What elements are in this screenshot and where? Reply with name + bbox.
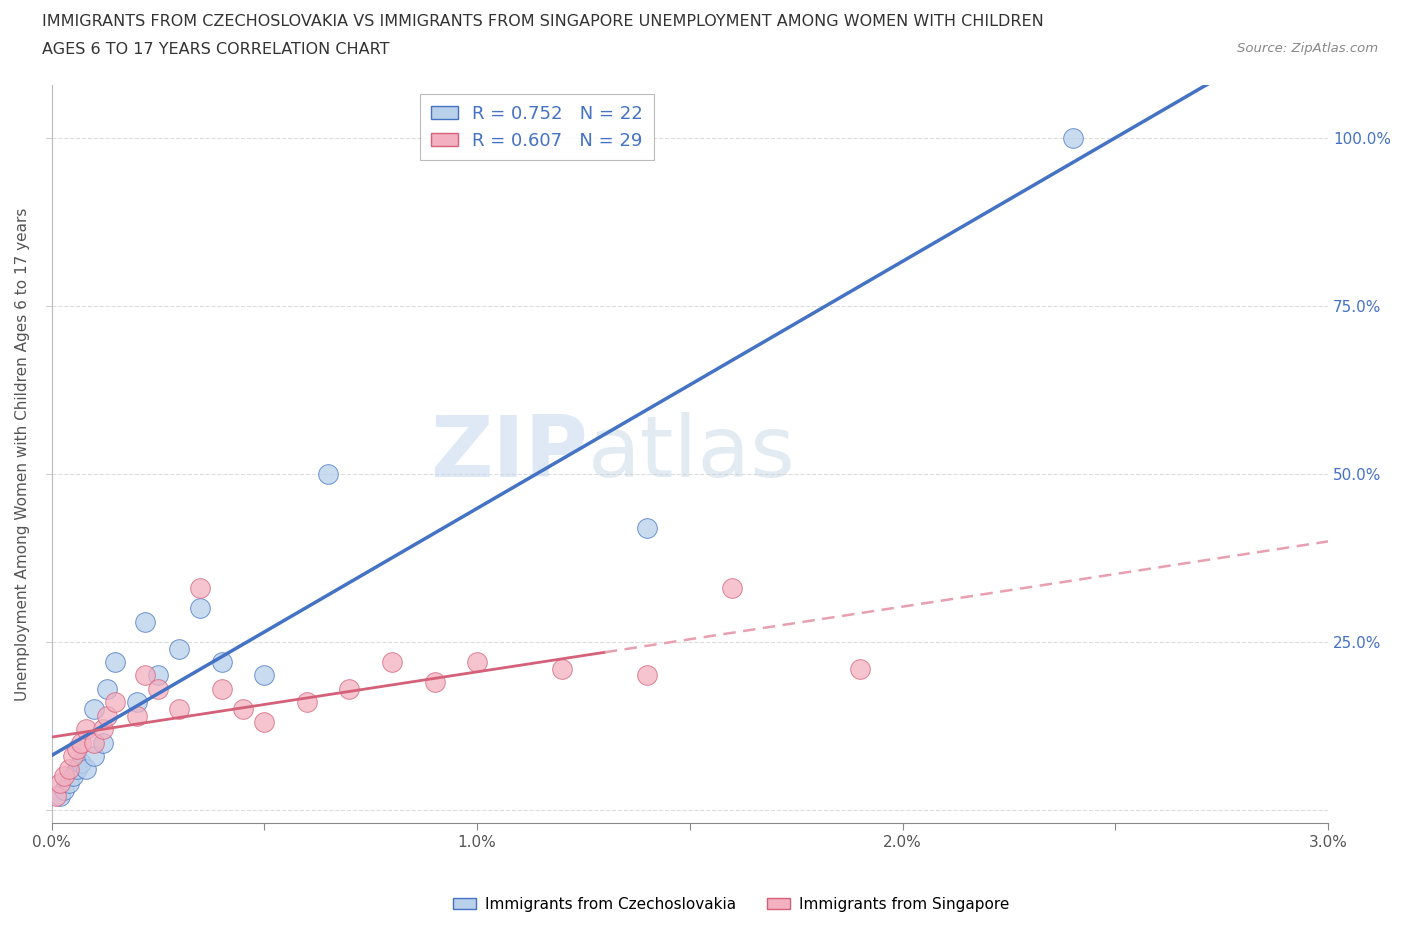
Point [339, 682, 361, 697]
Point [96, 709, 118, 724]
Point [45, 789, 67, 804]
Point [636, 668, 658, 683]
Text: ZIP: ZIP [430, 412, 588, 496]
Y-axis label: Unemployment Among Women with Children Ages 6 to 17 years: Unemployment Among Women with Children A… [15, 207, 30, 700]
Point [96, 682, 118, 697]
Point [381, 655, 404, 670]
Point [167, 701, 190, 716]
Point [75, 722, 97, 737]
Point [104, 655, 127, 670]
Text: IMMIGRANTS FROM CZECHOSLOVAKIA VS IMMIGRANTS FROM SINGAPORE UNEMPLOYMENT AMONG W: IMMIGRANTS FROM CZECHOSLOVAKIA VS IMMIGR… [42, 14, 1043, 29]
Point [58, 776, 80, 790]
Point [232, 701, 254, 716]
Point [253, 668, 276, 683]
Point [1062, 131, 1084, 146]
Point [146, 682, 169, 697]
Point [75, 762, 97, 777]
Text: Source: ZipAtlas.com: Source: ZipAtlas.com [1237, 42, 1378, 55]
Point [465, 655, 488, 670]
Point [53, 782, 76, 797]
Point [146, 668, 169, 683]
Point [211, 655, 233, 670]
Point [253, 715, 276, 730]
Point [636, 520, 658, 535]
Point [83, 701, 105, 716]
Point [211, 682, 233, 697]
Point [104, 695, 127, 710]
Point [66, 742, 89, 757]
Point [134, 615, 156, 630]
Point [70, 735, 93, 750]
Point [66, 762, 89, 777]
Point [70, 755, 93, 770]
Legend: Immigrants from Czechoslovakia, Immigrants from Singapore: Immigrants from Czechoslovakia, Immigran… [447, 891, 1015, 918]
Point [83, 749, 105, 764]
Point [62, 769, 84, 784]
Point [83, 735, 105, 750]
Point [721, 580, 744, 595]
Point [58, 762, 80, 777]
Point [125, 709, 148, 724]
Point [91, 722, 114, 737]
Point [91, 735, 114, 750]
Point [125, 695, 148, 710]
Point [316, 467, 339, 482]
Point [49, 789, 72, 804]
Point [190, 601, 212, 616]
Legend: R = 0.752   N = 22, R = 0.607   N = 29: R = 0.752 N = 22, R = 0.607 N = 29 [419, 94, 654, 161]
Text: atlas: atlas [588, 412, 796, 496]
Point [423, 674, 446, 689]
Point [295, 695, 318, 710]
Point [62, 749, 84, 764]
Point [49, 776, 72, 790]
Point [53, 769, 76, 784]
Point [134, 668, 156, 683]
Point [190, 580, 212, 595]
Point [849, 661, 872, 676]
Point [551, 661, 574, 676]
Point [167, 641, 190, 656]
Text: AGES 6 TO 17 YEARS CORRELATION CHART: AGES 6 TO 17 YEARS CORRELATION CHART [42, 42, 389, 57]
